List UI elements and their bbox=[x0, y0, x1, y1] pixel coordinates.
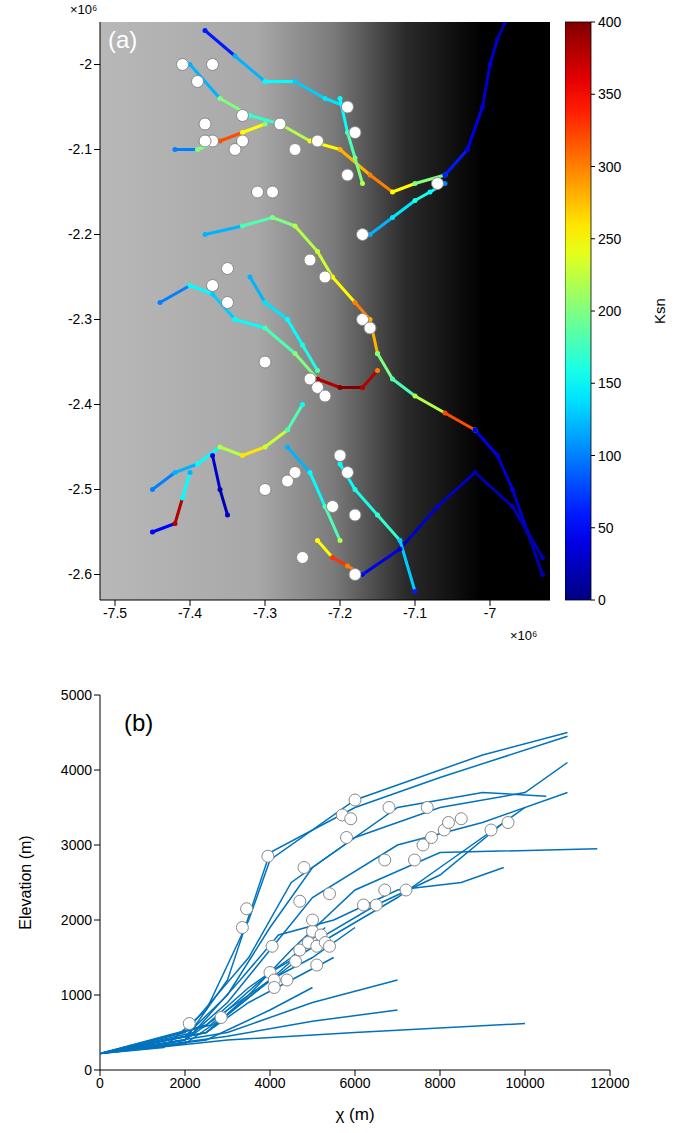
svg-text:12000: 12000 bbox=[591, 1075, 630, 1091]
svg-text:0: 0 bbox=[598, 592, 606, 608]
svg-text:350: 350 bbox=[598, 86, 622, 102]
svg-text:2000: 2000 bbox=[61, 912, 92, 928]
svg-text:-2.5: -2.5 bbox=[68, 481, 92, 497]
html-text:(a): (a) bbox=[108, 26, 138, 53]
svg-text:-2.4: -2.4 bbox=[68, 396, 92, 412]
svg-text:-2.2: -2.2 bbox=[68, 226, 92, 242]
svg-text:-2.3: -2.3 bbox=[68, 311, 92, 327]
svg-text:χ (m): χ (m) bbox=[335, 1105, 374, 1124]
svg-text:4000: 4000 bbox=[61, 762, 92, 778]
svg-text:-7.2: -7.2 bbox=[328, 605, 352, 621]
svg-text:-7.4: -7.4 bbox=[178, 605, 202, 621]
svg-text:-7.1: -7.1 bbox=[403, 605, 427, 621]
svg-text:Ksn: Ksn bbox=[651, 298, 668, 324]
svg-text:250: 250 bbox=[598, 231, 622, 247]
svg-text:100: 100 bbox=[598, 448, 622, 464]
svg-text:-7: -7 bbox=[484, 605, 497, 621]
svg-text:3000: 3000 bbox=[61, 837, 92, 853]
svg-text:-2: -2 bbox=[80, 56, 93, 72]
html-text:×10⁶: ×10⁶ bbox=[70, 2, 98, 17]
svg-text:1000: 1000 bbox=[61, 987, 92, 1003]
svg-text:-7.5: -7.5 bbox=[103, 605, 127, 621]
svg-text:0: 0 bbox=[96, 1075, 104, 1091]
svg-text:-2.1: -2.1 bbox=[68, 141, 92, 157]
svg-text:-2.6: -2.6 bbox=[68, 566, 92, 582]
svg-text:200: 200 bbox=[598, 303, 622, 319]
svg-text:4000: 4000 bbox=[254, 1075, 285, 1091]
svg-text:Elevation (m): Elevation (m) bbox=[17, 835, 34, 929]
svg-text:10000: 10000 bbox=[506, 1075, 545, 1091]
html-text:(b): (b) bbox=[124, 709, 154, 736]
svg-text:2000: 2000 bbox=[169, 1075, 200, 1091]
svg-text:8000: 8000 bbox=[424, 1075, 455, 1091]
html-text:×10⁶: ×10⁶ bbox=[510, 628, 538, 643]
svg-text:150: 150 bbox=[598, 375, 622, 391]
svg-text:400: 400 bbox=[598, 14, 622, 30]
svg-text:5000: 5000 bbox=[61, 687, 92, 703]
svg-text:0: 0 bbox=[84, 1062, 92, 1078]
svg-text:-7.3: -7.3 bbox=[253, 605, 277, 621]
svg-text:50: 50 bbox=[598, 520, 614, 536]
svg-text:300: 300 bbox=[598, 159, 622, 175]
svg-text:6000: 6000 bbox=[339, 1075, 370, 1091]
